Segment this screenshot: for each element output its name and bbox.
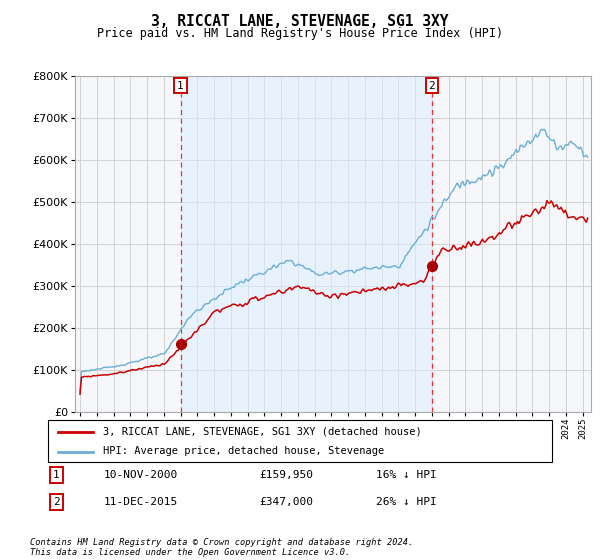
Text: Price paid vs. HM Land Registry's House Price Index (HPI): Price paid vs. HM Land Registry's House … [97, 27, 503, 40]
Text: 16% ↓ HPI: 16% ↓ HPI [376, 470, 436, 480]
Text: Contains HM Land Registry data © Crown copyright and database right 2024.
This d: Contains HM Land Registry data © Crown c… [30, 538, 413, 557]
Text: 3, RICCAT LANE, STEVENAGE, SG1 3XY (detached house): 3, RICCAT LANE, STEVENAGE, SG1 3XY (deta… [103, 427, 422, 437]
Text: £347,000: £347,000 [260, 497, 314, 507]
Bar [181, 76, 432, 412]
Text: 2: 2 [53, 497, 60, 507]
Text: 1: 1 [53, 470, 60, 480]
Text: 3, RICCAT LANE, STEVENAGE, SG1 3XY: 3, RICCAT LANE, STEVENAGE, SG1 3XY [151, 14, 449, 29]
Text: 11-DEC-2015: 11-DEC-2015 [103, 497, 178, 507]
Text: 1: 1 [177, 81, 184, 91]
Text: 26% ↓ HPI: 26% ↓ HPI [376, 497, 436, 507]
FancyBboxPatch shape [48, 420, 552, 462]
Text: HPI: Average price, detached house, Stevenage: HPI: Average price, detached house, Stev… [103, 446, 385, 456]
Text: 2: 2 [428, 81, 435, 91]
Text: £159,950: £159,950 [260, 470, 314, 480]
Text: 10-NOV-2000: 10-NOV-2000 [103, 470, 178, 480]
